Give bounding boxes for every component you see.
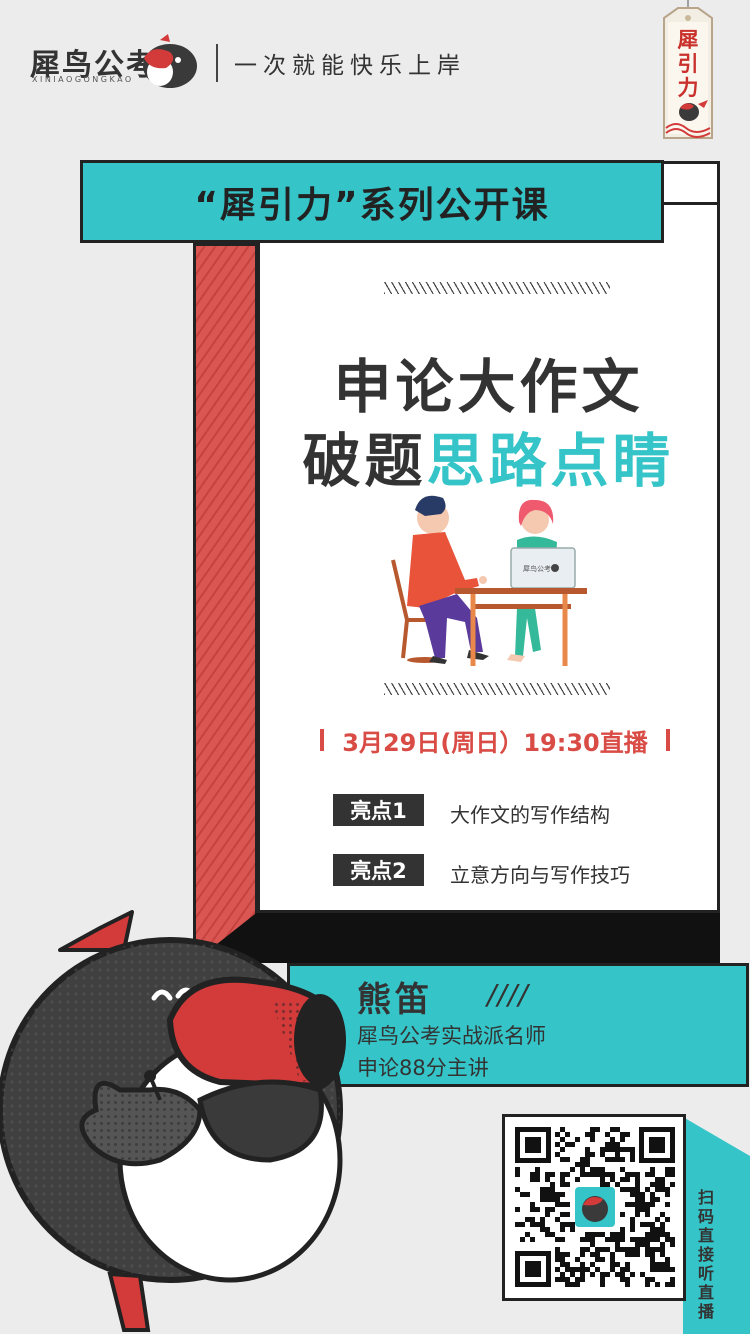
card-red-stripe (193, 243, 258, 960)
teacher-name: 熊笛 (357, 980, 433, 1020)
qr-side-tab (683, 1117, 750, 1334)
series-title: “犀引力”系列公开课 (194, 184, 550, 226)
series-title-bar: “犀引力”系列公开课 (80, 160, 664, 243)
teacher-box (287, 963, 749, 1087)
laptop-label: 犀鸟公考 (523, 564, 551, 573)
hatch-divider-top (384, 282, 610, 294)
highlight-tag-1: 亮点1 (333, 794, 424, 826)
qr-code-icon[interactable] (515, 1127, 675, 1287)
teacher-score: 申论88分主讲 (357, 1056, 489, 1080)
brand-logo-subtitle: XINIAOGONGKAO (32, 75, 134, 84)
hanging-tag-badge (663, 0, 713, 139)
highlight-text-1: 大作文的写作结构 (450, 803, 610, 827)
teacher-title: 犀鸟公考实战派名师 (357, 1024, 546, 1048)
header-slogan: 一次就能快乐上岸 (234, 53, 466, 79)
card-shadow (193, 913, 720, 963)
tag-text: 犀引力 (677, 28, 699, 100)
live-date: 3月29日(周日）19:30直播 (342, 728, 648, 757)
hatch-divider-bottom (384, 683, 610, 695)
highlight-text-2: 立意方向与写作技巧 (450, 863, 630, 887)
study-illustration: 犀鸟公考 (391, 495, 587, 666)
teacher-slash-decoration: //// (487, 978, 529, 1011)
hornbill-mascot-icon (0, 910, 346, 1332)
date-bar-left (320, 729, 324, 751)
course-title-line2-cyan: 思路点睛 (426, 427, 675, 495)
live-date-row: 3月29日(周日）19:30直播 (320, 724, 670, 757)
course-title-line2-dark: 破题 (302, 427, 427, 495)
course-title-line1: 申论大作文 (333, 353, 644, 421)
hornbill-logo-icon (143, 34, 197, 88)
brand-logo-text: 犀鸟公考 (30, 48, 158, 83)
highlight-tag-2: 亮点2 (333, 854, 424, 886)
header-divider (216, 44, 218, 82)
qr-caption: 扫码直接听直播 (697, 1188, 714, 1321)
date-bar-right (666, 729, 670, 751)
course-title-line2: 破题思路点睛 (257, 414, 720, 498)
